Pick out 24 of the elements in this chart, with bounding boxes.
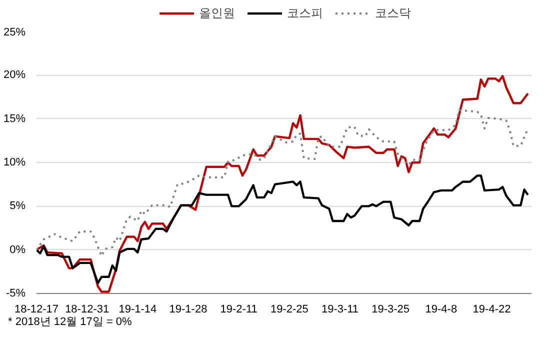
- x-tick-label: 18-12-31: [65, 304, 110, 316]
- x-tick-label: 19-1-28: [169, 304, 208, 316]
- y-tick-label: 25%: [3, 26, 26, 38]
- x-tick-label: 19-2-11: [220, 304, 258, 316]
- y-tick-label: 15%: [3, 112, 26, 125]
- x-tick-label: 19-1-14: [118, 304, 157, 316]
- x-tick-label: 18-12-17: [14, 304, 59, 316]
- y-tick-label: 10%: [3, 156, 26, 168]
- line-series: [36, 74, 529, 293]
- x-tick-label: 19-3-25: [372, 304, 410, 316]
- legend-label: 코스피: [287, 4, 323, 22]
- y-tick-label: 0%: [10, 244, 26, 256]
- y-tick-label: 20%: [3, 69, 26, 82]
- y-tick-label: -5%: [6, 288, 26, 300]
- text: * 2018년 12월 17일 = 0%: [8, 315, 132, 330]
- legend-label: 코스닥: [375, 4, 411, 22]
- line-series: [36, 109, 529, 257]
- x-tick-label: 19-4-22: [472, 304, 511, 316]
- x-tick-label: 19-2-25: [270, 304, 308, 316]
- x-tick-label: 19-4-8: [425, 304, 458, 316]
- legend-label: 올인원: [199, 4, 235, 22]
- line-series: [36, 174, 529, 284]
- x-tick-label: 19-3-11: [321, 304, 359, 316]
- y-tick-label: 5%: [10, 200, 26, 212]
